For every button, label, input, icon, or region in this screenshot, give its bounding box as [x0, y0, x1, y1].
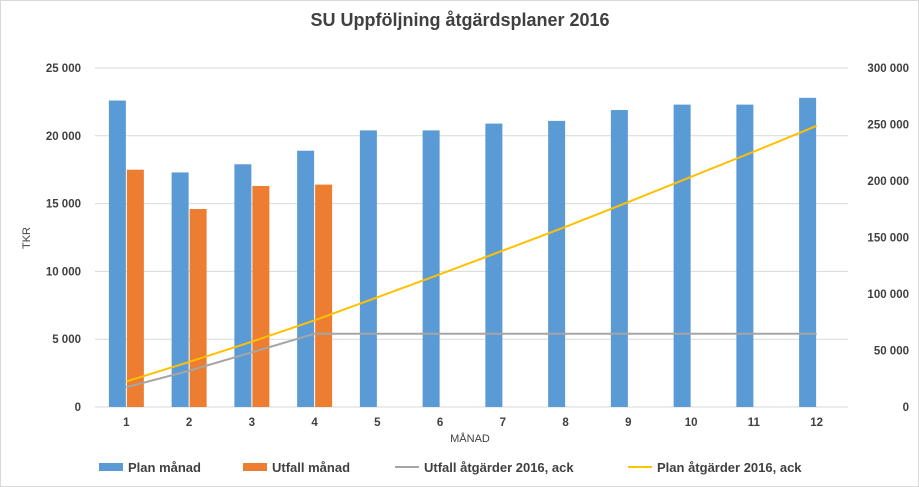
bar: [126, 169, 144, 407]
legend-swatch: [99, 463, 123, 471]
right-axis-ticks: 0 50 000 100 000 150 000 200 000 250 000 300 0…: [867, 63, 909, 414]
x-tick-label: 1: [123, 417, 130, 429]
x-tick-label: 6: [437, 417, 443, 429]
x-tick-label: 9: [625, 417, 631, 429]
x-tick-label: 7: [500, 417, 506, 429]
y2-tick-label: 0: [903, 402, 909, 414]
bar: [359, 130, 377, 407]
bar-series: [108, 97, 817, 407]
bar: [736, 104, 754, 407]
legend: Plan månad Utfall månad Utfall åtgärder 20…: [99, 460, 802, 475]
bar: [189, 209, 207, 407]
bar: [548, 120, 566, 407]
legend-label: Plan åtgärder 2016, ack: [657, 460, 802, 475]
y-tick-label: 20 000: [46, 131, 81, 143]
bar: [252, 185, 270, 407]
legend-label: Utfall månad: [272, 460, 350, 475]
y-tick-label: 5 000: [52, 334, 81, 346]
y-tick-label: 25 000: [46, 63, 81, 75]
y2-tick-label: 300 000: [867, 63, 909, 75]
legend-swatch: [243, 463, 267, 471]
y2-tick-label: 150 000: [867, 233, 909, 245]
series-line: [126, 124, 818, 383]
legend-label: Plan månad: [128, 460, 201, 475]
y-tick-label: 10 000: [46, 266, 81, 278]
x-tick-label: 10: [685, 417, 698, 429]
x-tick-label: 4: [311, 417, 318, 429]
bar: [171, 172, 189, 407]
bar: [108, 100, 126, 407]
left-axis-ticks: 0 5 000 10 000 15 000 20 000 25 000: [46, 63, 81, 414]
x-tick-label: 5: [374, 417, 381, 429]
bar: [297, 150, 315, 407]
x-tick-label: 8: [562, 417, 569, 429]
line-series: [126, 124, 818, 389]
y-axis-label: TKR: [21, 227, 33, 249]
bar: [610, 110, 628, 407]
legend-label: Utfall åtgärder 2016, ack: [424, 460, 574, 475]
bar: [234, 164, 252, 407]
y2-tick-label: 50 000: [874, 346, 909, 358]
bar: [673, 104, 691, 407]
series-line: [126, 332, 817, 389]
y-tick-label: 0: [75, 402, 81, 414]
y-tick-label: 15 000: [46, 199, 81, 211]
bar: [422, 130, 440, 407]
bar: [485, 123, 503, 407]
x-axis-label: MÅNAD: [450, 432, 490, 445]
y2-tick-label: 200 000: [867, 176, 909, 188]
x-tick-label: 3: [249, 417, 255, 429]
x-tick-label: 12: [810, 417, 823, 429]
bar: [799, 97, 817, 407]
chart-title: SU Uppföljning åtgärdsplaner 2016: [310, 10, 609, 30]
x-axis-ticks: 1 2 3 4 5 6 7 8 9 10 11 12: [123, 417, 823, 429]
x-tick-label: 11: [748, 417, 761, 429]
bar: [315, 184, 333, 407]
y2-tick-label: 250 000: [867, 120, 909, 132]
y2-tick-label: 100 000: [867, 289, 909, 301]
gridlines: [95, 67, 848, 408]
x-tick-label: 2: [186, 417, 192, 429]
